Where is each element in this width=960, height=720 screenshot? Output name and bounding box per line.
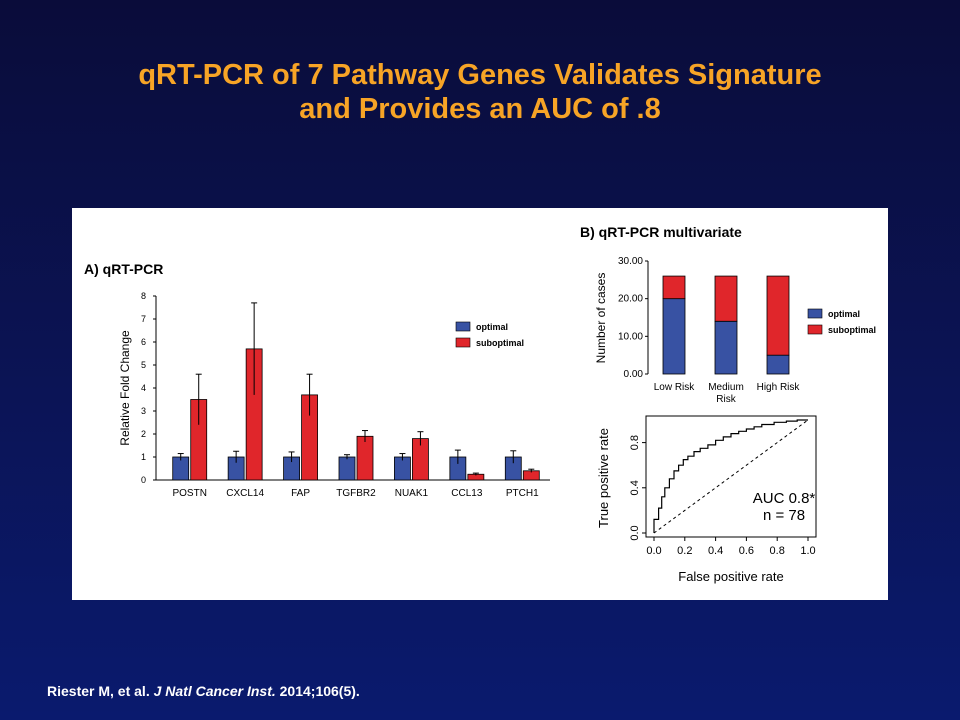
chart-a-y-tick-label: 2 [141,429,146,439]
chart-b-y-tick-label: 30.00 [618,256,643,267]
stacked-bar-optimal-high-risk [766,354,790,375]
chart-b-legend-label-optimal: optimal [828,309,860,319]
chart-b-x-tick-label: Low Risk [654,382,696,393]
chart-c-y-tick-label: 0.0 [629,525,641,540]
chart-c-x-tick-label: 1.0 [800,545,815,557]
chart-c-annotation: n = 78 [763,507,805,524]
chart-c-reference-diagonal [653,419,809,534]
chart-a-y-tick-label: 4 [141,383,146,393]
chart-c-plot-frame [645,415,817,538]
chart-a-legend-swatch-optimal [455,321,471,332]
citation-ref: 2014;106(5). [279,683,360,699]
chart-a-y-tick-label: 3 [141,406,146,416]
bar-optimal-tgfbr2 [338,456,356,481]
figure-svg: A) qRT-PCR Relative Fold Change 0 1 2 3 4 5 6 7 8 P… [84,224,876,584]
chart-a-y-tick-label: 5 [141,360,146,370]
chart-c-y-axis-label: True positive rate [596,428,611,528]
chart-b-title: B) qRT-PCR multivariate [580,224,742,240]
chart-c-annotation: AUC 0.8* [753,490,816,507]
chart-c-x-tick-label: 0.0 [646,545,661,557]
bar-optimal-nuak1 [394,456,411,481]
chart-a-x-tick-label: FAP [291,488,310,499]
chart-b-legend-label-suboptimal: suboptimal [828,325,876,335]
chart-c-x-tick-label: 0.2 [677,545,692,557]
chart-c-x-axis-label: False positive rate [678,569,784,584]
bar-suboptimal-tgfbr2 [356,435,374,481]
chart-a-legend-label-optimal: optimal [476,322,508,332]
chart-c-x-tick-label: 0.6 [739,545,754,557]
chart-b-x-tick-label-line: High Risk [757,382,801,393]
chart-b-x-tick-label: High Risk [757,382,801,393]
citation-authors: Riester M, et al. [47,683,150,699]
slide-title: qRT-PCR of 7 Pathway Genes Validates Sig… [0,58,960,126]
stacked-bar-suboptimal-high-risk [766,275,790,356]
chart-b-x-tick-label-line: Risk [716,394,736,405]
stacked-bar-optimal-medium-risk [714,320,738,375]
chart-a-x-tick-label: POSTN [172,488,206,499]
chart-a-y-tick-label: 6 [141,337,146,347]
chart-a-title: A) qRT-PCR [84,261,163,277]
chart-a-qrt-pcr: A) qRT-PCR Relative Fold Change 0 1 2 3 4 5 6 7 8 P… [84,261,550,499]
slide-title-line-1: qRT-PCR of 7 Pathway Genes Validates Sig… [138,59,822,91]
chart-b-y-tick-label: 10.00 [618,331,643,342]
chart-a-x-tick-label: NUAK1 [395,488,429,499]
chart-c-x-tick-label: 0.4 [708,545,723,557]
chart-c-roc-curve [653,419,808,533]
chart-a-y-tick-label: 7 [141,314,146,324]
chart-b-x-tick-label-line: Low Risk [654,382,696,393]
stacked-bar-suboptimal-low-risk [662,275,686,300]
chart-a-legend-label-suboptimal: suboptimal [476,338,524,348]
chart-b-y-axis-label: Number of cases [594,273,608,364]
chart-a-x-tick-label: CXCL14 [226,488,264,499]
chart-a-legend-swatch-suboptimal [455,337,471,348]
stacked-bar-optimal-low-risk [662,298,686,375]
chart-a-x-tick-label: CCL13 [451,488,483,499]
chart-a-x-tick-label: PTCH1 [506,488,539,499]
chart-b-y-tick-label: 20.00 [618,294,643,305]
chart-b-legend-swatch-suboptimal [807,324,823,335]
chart-b-multivariate: B) qRT-PCR multivariate Number of cases 0.… [580,224,876,405]
chart-a-x-tick-label: TGFBR2 [336,488,376,499]
citation-journal: J Natl Cancer Inst. [153,683,276,699]
chart-a-y-axis-label: Relative Fold Change [118,330,132,446]
chart-b-y-tick-label: 0.00 [624,369,644,380]
chart-c-y-tick-label: 0.8 [629,435,641,450]
chart-c-y-tick-label: 0.4 [629,480,641,495]
chart-b-x-tick-label-line: Medium [708,382,744,393]
chart-b-x-tick-label: Medium Risk [708,382,744,405]
figure-panel: A) qRT-PCR Relative Fold Change 0 1 2 3 4 5 6 7 8 P… [72,208,888,600]
chart-a-y-tick-label: 0 [141,475,146,485]
chart-b-legend-swatch-optimal [807,308,823,319]
stacked-bar-suboptimal-medium-risk [714,275,738,322]
chart-c-roc: 0.0 0.2 0.4 0.6 0.8 1.0 0.0 0.4 0.8 False positiv… [596,415,817,584]
bar-optimal-postn [172,456,190,481]
chart-c-x-tick-label: 0.8 [770,545,785,557]
chart-a-y-tick-label: 1 [141,452,146,462]
chart-a-y-tick-label: 8 [141,291,146,301]
citation: Riester M, et al. J Natl Cancer Inst. 20… [47,683,360,699]
slide-title-line-2: and Provides an AUC of .8 [299,93,661,125]
